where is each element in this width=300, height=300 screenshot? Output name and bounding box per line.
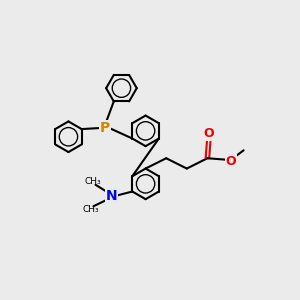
- Text: CH₃: CH₃: [85, 177, 101, 186]
- Text: CH₃: CH₃: [83, 205, 99, 214]
- Text: O: O: [204, 127, 214, 140]
- Text: N: N: [106, 189, 118, 203]
- Text: P: P: [100, 121, 110, 135]
- Text: O: O: [226, 155, 236, 168]
